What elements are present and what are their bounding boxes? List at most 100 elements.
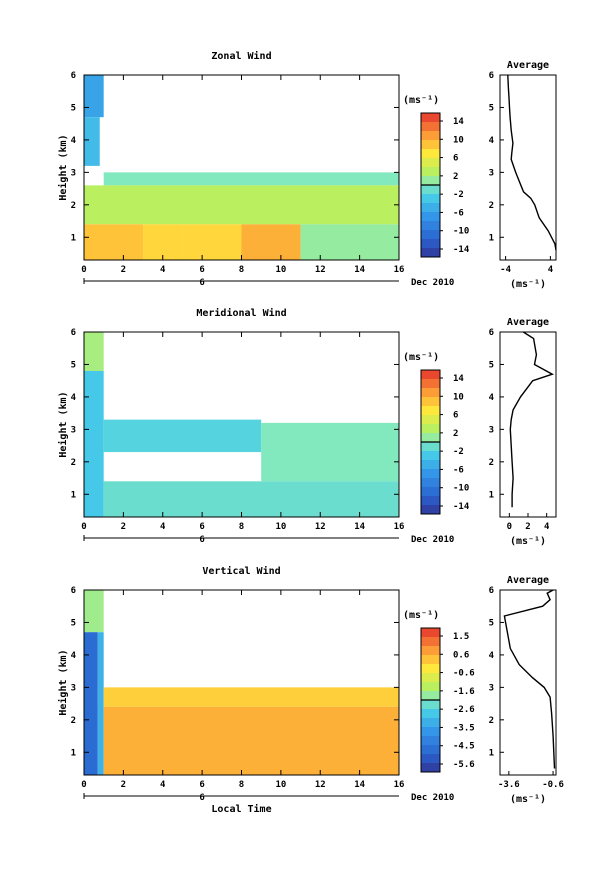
colorbar-swatch (421, 691, 440, 701)
colorbar-swatch (421, 478, 440, 488)
heatmap-cell (261, 422, 399, 482)
colorbar-tick-label: 14 (453, 117, 464, 127)
colorbar-swatch (421, 433, 440, 443)
colorbar-swatch (421, 212, 440, 222)
colorbar-swatch (421, 370, 440, 380)
colorbar-swatch (421, 248, 440, 258)
colorbar-tick-label: 6 (453, 154, 458, 164)
x-tick-label: 4 (160, 780, 166, 790)
colorbar-tick-label: -2 (453, 447, 464, 457)
heatmap-cell (143, 224, 183, 260)
colorbar-swatch (421, 122, 440, 132)
y-tick-label: 5 (71, 360, 76, 370)
heatmap-cell (182, 224, 242, 260)
y-tick-label: 4 (71, 651, 77, 661)
y-tick-label: 1 (71, 490, 76, 500)
colorbar-swatch (421, 718, 440, 728)
profile-y-tick-label: 5 (489, 103, 494, 113)
colorbar-swatch (421, 505, 440, 515)
x-axis-label: Local Time (211, 803, 271, 815)
y-tick-label: 2 (71, 201, 76, 211)
heatmap-cell (84, 117, 100, 166)
heatmap-cell (84, 75, 104, 118)
colorbar-swatch (421, 415, 440, 425)
colorbar-tick-label: -1.6 (453, 687, 475, 697)
x-tick-label: 0 (81, 780, 86, 790)
colorbar-swatch (421, 727, 440, 737)
profile-x-axis-label: (ms⁻¹) (510, 279, 546, 290)
colorbar-tick-label: -10 (453, 227, 469, 237)
colorbar-tick-label: 10 (453, 392, 464, 402)
profile-y-tick-label: 3 (489, 683, 494, 693)
day-label: 6 (199, 278, 204, 288)
colorbar-tick-label: -0.6 (453, 669, 475, 679)
colorbar-tick-label: 2 (453, 172, 458, 182)
x-tick-label: 6 (199, 265, 204, 275)
y-tick-label: 5 (71, 618, 76, 628)
x-tick-label: 10 (275, 265, 286, 275)
colorbar: 14 10 6 2 -2 -6 -10 -14 (420, 369, 470, 515)
colorbar-swatch (421, 628, 440, 638)
y-tick-label: 1 (71, 748, 76, 758)
x-tick-label: 14 (354, 780, 365, 790)
y-axis-label: Height (km) (57, 649, 69, 715)
colorbar-swatch (421, 158, 440, 168)
profile-y-tick-label: 6 (489, 71, 494, 81)
heatmap-cell (84, 370, 104, 517)
profile-x-tick-label: 4 (544, 522, 550, 532)
y-axis-label: Height (km) (57, 391, 69, 457)
colorbar-swatch (421, 131, 440, 141)
colorbar-swatch (421, 140, 440, 150)
colorbar-swatch (421, 388, 440, 398)
profile-y-tick-label: 5 (489, 360, 494, 370)
profile-x-tick-label: -0.6 (542, 780, 564, 790)
heatmap (84, 590, 399, 775)
colorbar-unit: (ms⁻¹) (403, 352, 439, 363)
x-tick-label: 16 (394, 780, 405, 790)
y-tick-label: 2 (71, 716, 76, 726)
profile-title: Average (507, 575, 549, 586)
profile-x-tick-label: 2 (525, 522, 530, 532)
profile-x-tick-label: 0 (507, 522, 512, 532)
colorbar-tick-label: 10 (453, 135, 464, 145)
profile-line (503, 589, 556, 769)
profile-x-tick-label: -4 (500, 265, 511, 275)
profile-y-tick-label: 2 (489, 716, 494, 726)
profile-y-tick-label: 1 (489, 233, 494, 243)
date-label: Dec 2010 (411, 535, 454, 545)
colorbar-swatch (421, 709, 440, 719)
colorbar-tick-label: -6 (453, 208, 464, 218)
x-tick-label: 0 (81, 522, 86, 532)
x-tick-label: 16 (394, 265, 405, 275)
x-tick-label: 8 (239, 522, 244, 532)
colorbar-tick-label: 0.6 (453, 650, 469, 660)
x-tick-label: 0 (81, 265, 86, 275)
plot-title: Vertical Wind (202, 565, 280, 577)
heatmap-cell (103, 172, 399, 186)
profile-y-tick-label: 4 (489, 651, 495, 661)
colorbar-swatch (421, 646, 440, 656)
x-tick-label: 12 (315, 265, 326, 275)
y-tick-label: 6 (71, 586, 76, 596)
colorbar-unit: (ms⁻¹) (403, 95, 439, 106)
colorbar-swatch (421, 673, 440, 683)
colorbar-swatch (421, 230, 440, 240)
colorbar-tick-label: -5.6 (453, 760, 475, 770)
profile-y-tick-label: 3 (489, 425, 494, 435)
profile-y-tick-label: 3 (489, 168, 494, 178)
colorbar-swatch (421, 176, 440, 186)
colorbar-swatch (421, 451, 440, 461)
x-tick-label: 8 (239, 780, 244, 790)
profile-x-tick-label: 4 (548, 265, 554, 275)
colorbar-swatch (421, 113, 440, 123)
profile-frame (499, 74, 557, 261)
profile-plot: Average 1 2 3 4 5 6 0 2 4 (ms⁻¹) (489, 317, 557, 547)
colorbar-swatch (421, 379, 440, 389)
colorbar-tick-label: 2 (453, 429, 458, 439)
colorbar-swatch (421, 239, 440, 249)
heatmap-cell (84, 185, 399, 225)
x-tick-label: 14 (354, 522, 365, 532)
colorbar-tick-label: -4.5 (453, 742, 475, 752)
heatmap-cell (84, 332, 104, 371)
